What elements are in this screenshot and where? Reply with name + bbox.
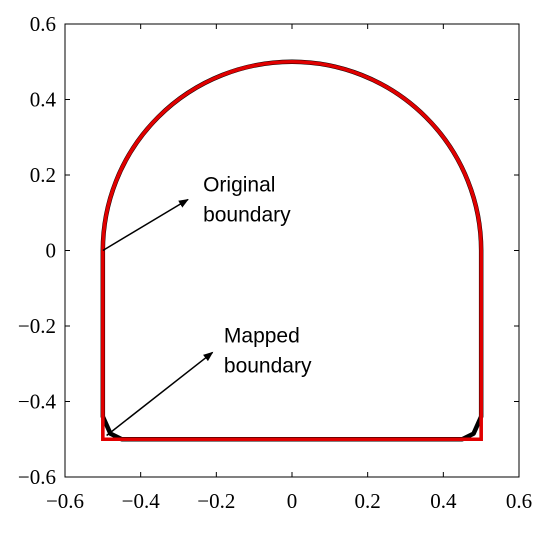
y-tick-label: 0.4 <box>30 88 57 112</box>
original-boundary-arrow <box>102 198 189 252</box>
original-boundary-label: Original boundary <box>203 174 291 227</box>
x-tick-label: 0 <box>287 489 298 513</box>
y-tick-label: −0.6 <box>18 465 56 489</box>
series-layer <box>100 59 484 442</box>
annotations: Original boundary Mapped boundary <box>102 174 312 437</box>
x-tick-label: 0.6 <box>506 489 532 513</box>
axes: −0.6 −0.4 −0.2 0 0.2 0.4 0.6 −0.6 −0.4 −0.2 0 0.2 0.… <box>18 12 532 513</box>
y-tick-label: 0.2 <box>30 163 56 187</box>
original-boundary-label-line: boundary <box>203 204 291 227</box>
y-tick-label: −0.2 <box>18 314 56 338</box>
x-tick-label: −0.6 <box>46 489 84 513</box>
y-tick-label: 0.6 <box>30 12 56 36</box>
mapped-boundary-label-line: boundary <box>224 355 312 378</box>
mapped-boundary-arrow <box>106 351 214 437</box>
original-boundary-curve <box>101 59 483 442</box>
x-tick-label: 0.2 <box>355 489 381 513</box>
y-tick-label: −0.4 <box>18 390 57 414</box>
x-tick-label: 0.4 <box>430 489 457 513</box>
x-tick-label: −0.2 <box>197 489 235 513</box>
x-tick-label: −0.4 <box>122 489 161 513</box>
mapped-boundary-label: Mapped boundary <box>224 325 312 378</box>
mapped-boundary-curve <box>100 59 484 442</box>
mapped-boundary-label-line: Mapped <box>224 325 300 348</box>
plot-frame <box>64 23 520 478</box>
y-tick-label: 0 <box>46 239 57 263</box>
original-boundary-label-line: Original <box>203 174 275 197</box>
